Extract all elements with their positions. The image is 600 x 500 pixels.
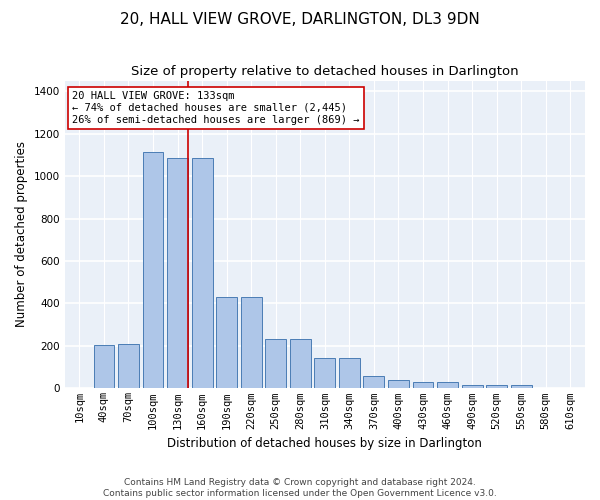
Bar xyxy=(339,358,360,388)
Bar xyxy=(94,345,115,389)
Text: Contains HM Land Registry data © Crown copyright and database right 2024.
Contai: Contains HM Land Registry data © Crown c… xyxy=(103,478,497,498)
Bar xyxy=(290,339,311,388)
Text: 20 HALL VIEW GROVE: 133sqm
← 74% of detached houses are smaller (2,445)
26% of s: 20 HALL VIEW GROVE: 133sqm ← 74% of deta… xyxy=(73,92,360,124)
Y-axis label: Number of detached properties: Number of detached properties xyxy=(15,142,28,328)
Bar xyxy=(486,385,507,388)
Bar xyxy=(364,376,385,388)
Bar xyxy=(241,297,262,388)
Bar xyxy=(265,339,286,388)
Bar xyxy=(511,385,532,388)
Bar xyxy=(413,382,433,388)
Text: 20, HALL VIEW GROVE, DARLINGTON, DL3 9DN: 20, HALL VIEW GROVE, DARLINGTON, DL3 9DN xyxy=(120,12,480,28)
Bar xyxy=(167,158,188,388)
Bar xyxy=(314,358,335,388)
X-axis label: Distribution of detached houses by size in Darlington: Distribution of detached houses by size … xyxy=(167,437,482,450)
Title: Size of property relative to detached houses in Darlington: Size of property relative to detached ho… xyxy=(131,65,518,78)
Bar xyxy=(388,380,409,388)
Bar xyxy=(118,344,139,389)
Bar xyxy=(143,152,163,388)
Bar xyxy=(437,382,458,388)
Bar xyxy=(216,297,237,388)
Bar xyxy=(191,158,212,388)
Bar xyxy=(461,385,482,388)
